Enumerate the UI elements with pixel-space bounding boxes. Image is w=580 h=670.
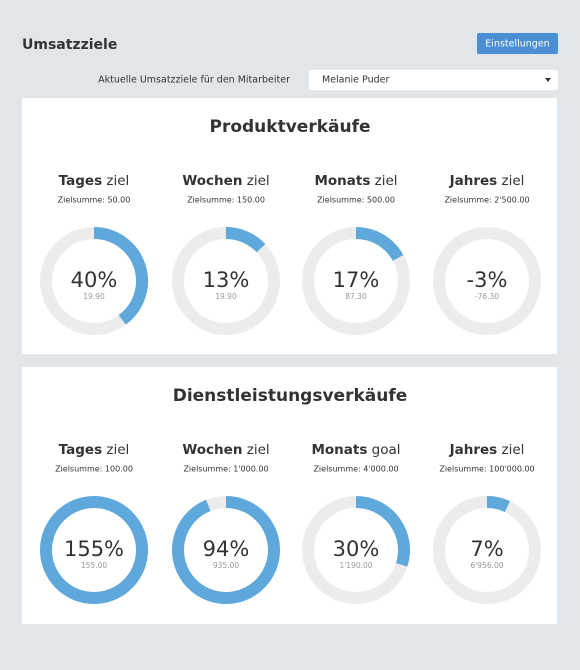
goal-suffix: ziel xyxy=(501,442,524,458)
goal-suffix: ziel xyxy=(247,442,270,458)
goal-name: Tages xyxy=(59,173,102,189)
goal-name: Jahres xyxy=(449,442,498,458)
goal-suffix: ziel xyxy=(247,173,270,189)
goal-amount: 19.90 xyxy=(83,292,105,301)
goal-title: Jahres ziel xyxy=(449,442,525,458)
employee-select[interactable] xyxy=(309,70,558,90)
goal-percent: -3% xyxy=(467,268,508,292)
section-title: Dienstleistungsverkäufe xyxy=(173,386,408,406)
goal-percent: 7% xyxy=(470,537,503,561)
section-card xyxy=(22,98,557,354)
goal-amount: -76.30 xyxy=(475,292,499,301)
goal-target: Zielsumme: 100.00 xyxy=(55,465,133,474)
goal-name: Monats xyxy=(314,173,370,189)
goal-target: Zielsumme: 500.00 xyxy=(317,196,395,205)
goal-suffix: ziel xyxy=(106,173,129,189)
goal-name: Wochen xyxy=(182,442,242,458)
donut-arc xyxy=(355,496,410,567)
goal-target: Zielsumme: 50.00 xyxy=(58,196,131,205)
goal-title: Wochen ziel xyxy=(182,442,269,458)
donut-arc xyxy=(486,496,510,513)
goal-suffix: ziel xyxy=(375,173,398,189)
goal-target: Zielsumme: 150.00 xyxy=(187,196,265,205)
goal-amount: 19.90 xyxy=(215,292,237,301)
section-card xyxy=(22,367,557,624)
goal-name: Monats xyxy=(311,442,367,458)
settings-button-label[interactable]: Einstellungen xyxy=(485,39,549,50)
goal-target: Zielsumme: 4'000.00 xyxy=(313,465,398,474)
goal-target: Zielsumme: 1'000.00 xyxy=(183,465,268,474)
filter-label: Aktuelle Umsatzziele für den Mitarbeiter xyxy=(98,75,290,86)
goal-amount: 6'956.00 xyxy=(470,561,503,570)
goal-title: Jahres ziel xyxy=(449,173,525,189)
donut-arc xyxy=(355,227,404,262)
goal-amount: 1'190.00 xyxy=(339,561,372,570)
settings-button[interactable] xyxy=(477,33,558,54)
goal-name: Tages xyxy=(59,442,102,458)
goal-title: Monats goal xyxy=(311,442,400,458)
employee-select-value[interactable]: Melanie Puder xyxy=(322,75,389,86)
donut-arc xyxy=(93,227,148,325)
goal-percent: 13% xyxy=(203,268,250,292)
goal-percent: 155% xyxy=(64,537,124,561)
donut-arc xyxy=(40,496,148,604)
goal-percent: 40% xyxy=(71,268,118,292)
goal-percent: 17% xyxy=(333,268,380,292)
goal-percent: 94% xyxy=(203,537,250,561)
goal-suffix: ziel xyxy=(501,173,524,189)
section-title: Produktverkäufe xyxy=(209,117,370,137)
donut-arc xyxy=(172,496,280,604)
goal-amount: 155.00 xyxy=(81,561,107,570)
select-caret[interactable] xyxy=(545,78,551,82)
goal-target: Zielsumme: 100'000.00 xyxy=(439,465,534,474)
goal-suffix: ziel xyxy=(106,442,129,458)
goal-name: Wochen xyxy=(182,173,242,189)
goal-title: Tages ziel xyxy=(59,442,130,458)
donut-arc xyxy=(225,227,266,253)
donut-track xyxy=(433,227,541,335)
goal-percent: 30% xyxy=(333,537,380,561)
goal-target: Zielsumme: 2'500.00 xyxy=(444,196,529,205)
goal-name: Jahres xyxy=(449,173,498,189)
page-title: Umsatzziele xyxy=(22,37,117,53)
goal-amount: 935.00 xyxy=(213,561,239,570)
goal-title: Tages ziel xyxy=(59,173,130,189)
goal-suffix: goal xyxy=(372,442,401,458)
goal-amount: 87.30 xyxy=(345,292,367,301)
goal-title: Monats ziel xyxy=(314,173,397,189)
goal-title: Wochen ziel xyxy=(182,173,269,189)
